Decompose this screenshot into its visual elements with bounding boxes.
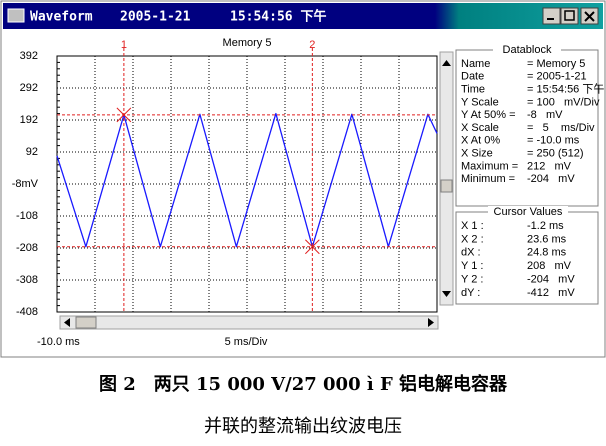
row-value: 24.8 ms <box>527 247 567 259</box>
row-label: X 1 : <box>461 220 484 232</box>
waveform <box>56 112 438 248</box>
close-button[interactable] <box>580 7 599 25</box>
hscroll-thumb[interactable] <box>75 316 97 329</box>
scroll-thumb[interactable] <box>440 179 453 193</box>
row-value: = 100 mV/Div <box>527 96 600 108</box>
minimize-button[interactable] <box>542 7 561 25</box>
window-title: Waveform <box>30 10 93 25</box>
y-tick-label: 392 <box>20 50 38 62</box>
row-label: X Scale <box>461 122 499 134</box>
window-time: 15:54:56 下午 <box>230 9 326 25</box>
row-label: Y Scale <box>461 96 499 108</box>
y-tick-label: -208 <box>16 242 38 254</box>
row-value: = 5 ms/Div <box>527 122 595 134</box>
row-label: X At 0% <box>461 135 500 147</box>
y-tick-label: -408 <box>16 306 38 318</box>
row-label: Date <box>461 71 484 83</box>
row-value: -1.2 ms <box>527 220 564 232</box>
y-tick-label: -8mV <box>12 178 39 190</box>
row-label: Y 1 : <box>461 260 483 272</box>
title-bar <box>3 3 603 29</box>
row-label: Name <box>461 58 490 70</box>
row-value: 212 mV <box>527 160 572 172</box>
x-tick-label: -10.0 ms <box>37 336 80 348</box>
row-label: Y At 50% = <box>461 109 516 121</box>
row-label: Y 2 : <box>461 274 483 286</box>
box-title-gap <box>488 206 568 218</box>
cursor-label: 2 <box>309 39 315 51</box>
app-icon <box>7 8 25 23</box>
cursor-values-title: Cursor Values <box>494 206 563 218</box>
row-value: -204 mV <box>527 274 575 286</box>
row-value: -412 mV <box>527 287 575 299</box>
y-tick-label: -308 <box>16 274 38 286</box>
row-label: Time <box>461 84 485 96</box>
cursor-cross <box>116 107 132 123</box>
window: Waveform 2005-1-21 15:54:56 下午 Datablock… <box>0 0 606 358</box>
y-tick-label: -108 <box>16 210 38 222</box>
y-tick-label: 292 <box>20 82 38 94</box>
row-label: dY : <box>461 287 480 299</box>
row-label: X 2 : <box>461 233 484 245</box>
row-label: Minimum = <box>461 173 515 185</box>
window-date: 2005-1-21 <box>120 10 191 25</box>
row-value: = Memory 5 <box>527 58 585 70</box>
box-title-gap <box>493 44 561 56</box>
horizontal-scrollbar[interactable] <box>59 315 439 330</box>
cursor-label: 1 <box>121 39 127 51</box>
caption-line-2: 并联的整流输出纹波电压 <box>204 416 402 437</box>
row-value: = 2005-1-21 <box>527 71 587 83</box>
row-value: = 250 (512) <box>527 148 584 160</box>
row-value: -8 mV <box>527 109 563 121</box>
y-tick-label: 192 <box>20 114 38 126</box>
caption-line-1: 图 2 两只 15 000 V/27 000 ì F 铝电解电容器 <box>98 374 508 395</box>
x-axis-label: 5 ms/Div <box>225 336 268 348</box>
cursor-cross <box>305 239 320 255</box>
datablock-title: Datablock <box>503 44 552 56</box>
vertical-scrollbar[interactable] <box>439 51 454 306</box>
row-label: dX : <box>461 247 481 259</box>
row-label: Maximum = <box>461 160 518 172</box>
row-value: -204 mV <box>527 173 575 185</box>
row-value: 23.6 ms <box>527 233 567 245</box>
plot-title: Memory 5 <box>223 37 272 49</box>
row-value: 208 mV <box>527 260 572 272</box>
row-value: = 15:54:56 下午 <box>527 83 604 96</box>
row-value: = -10.0 ms <box>527 135 580 147</box>
maximize-button[interactable] <box>560 7 579 25</box>
y-tick-label: 92 <box>26 146 38 158</box>
row-label: X Size <box>461 148 493 160</box>
